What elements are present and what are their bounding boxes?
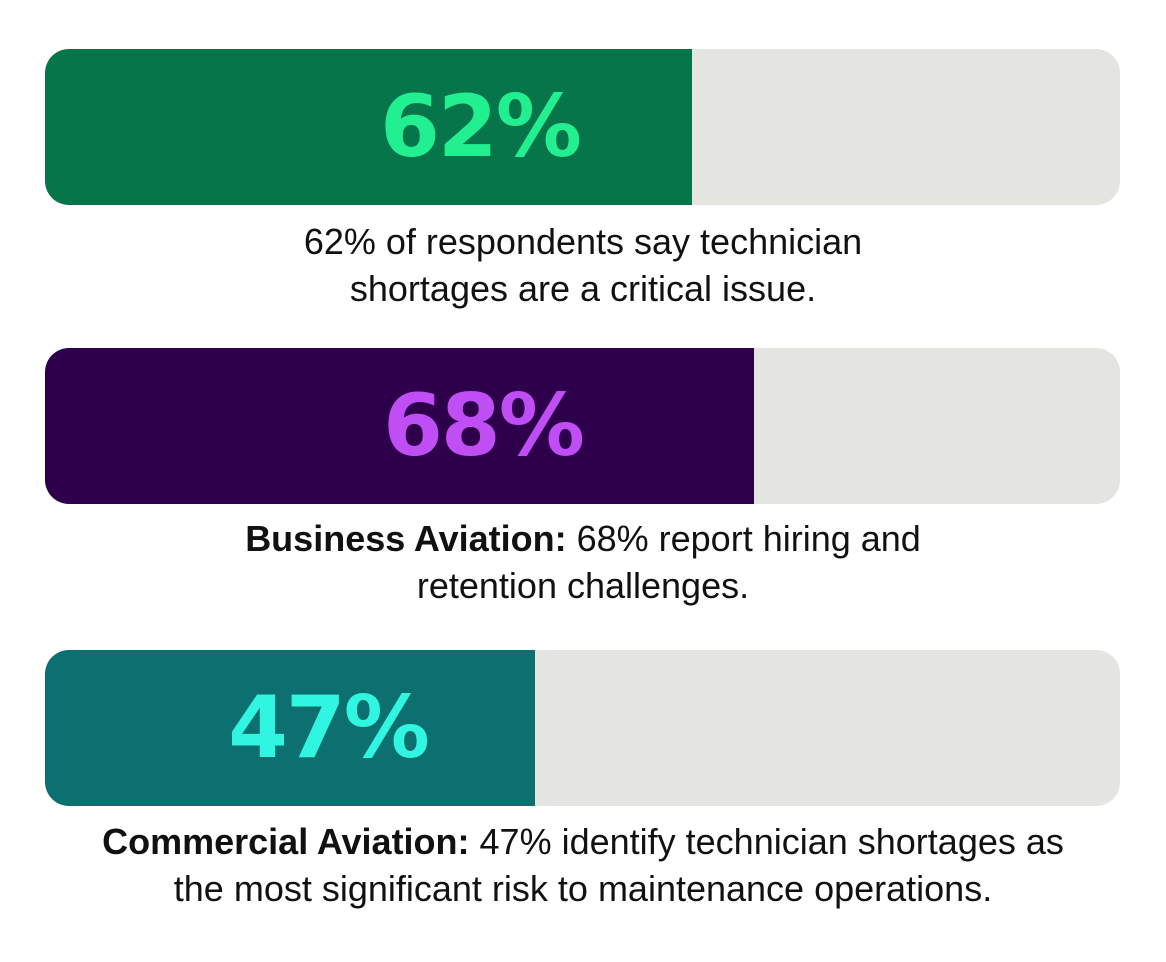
caption-bold: Business Aviation: <box>245 518 567 559</box>
caption-text: 47% identify technician shortages as the… <box>173 821 1064 909</box>
caption: 62% of respondents say technician shorta… <box>0 218 1166 312</box>
caption-text: 68% report hiring and retention challeng… <box>416 518 921 606</box>
bar-fill <box>45 348 755 504</box>
bar-fill <box>45 49 692 205</box>
caption-text: 62% of respondents say technician shorta… <box>303 221 863 309</box>
percent-label: 47% <box>228 678 430 778</box>
caption: Commercial Aviation: 47% identify techni… <box>0 818 1166 912</box>
progress-bar-business-aviation: 68% <box>45 348 1120 504</box>
progress-bar-technician-shortage: 62% <box>45 49 1120 205</box>
progress-bar-commercial-aviation: 47% <box>45 650 1120 806</box>
caption: Business Aviation: 68% report hiring and… <box>0 515 1166 609</box>
caption-bold: Commercial Aviation: <box>102 821 470 862</box>
percent-label: 62% <box>380 77 582 177</box>
percent-label: 68% <box>383 376 585 476</box>
bar-fill <box>45 650 536 806</box>
